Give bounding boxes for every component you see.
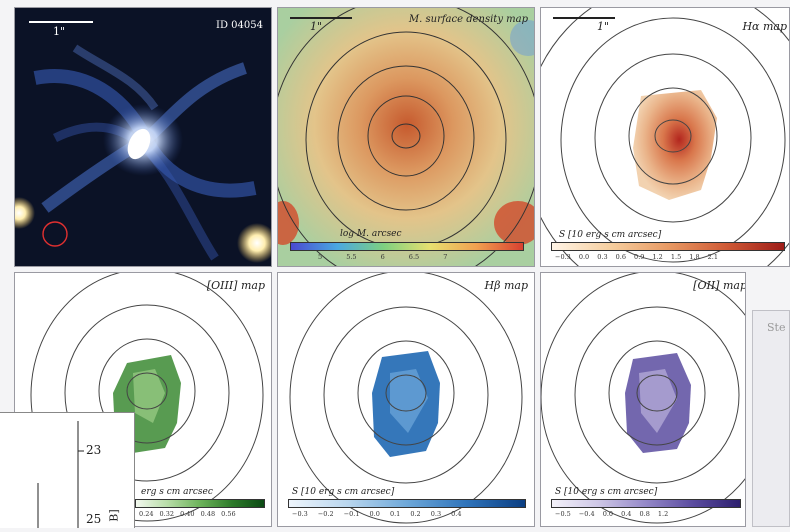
colorbar-label: S [10 erg s cm arcsec] [555, 487, 658, 497]
colorbar-ticks: 5 5.5 6 6.5 7 [318, 253, 448, 261]
oii-map-image [541, 273, 745, 524]
colorbar [551, 242, 785, 251]
inset-axis-label: B] [107, 509, 121, 522]
scale-label: 1" [310, 20, 323, 33]
panel-title: [OII] map [693, 279, 746, 292]
colorbar-label: S [10 erg s cm arcsec] [292, 487, 395, 497]
colorbar [135, 499, 265, 508]
inset-tick-label-2: 25 [86, 512, 102, 526]
panel-title: Hβ map [484, 279, 528, 292]
colorbar-ticks: −0.5 −0.4 0.0 0.4 0.8 1.2 [555, 510, 669, 518]
surface-density-image [278, 8, 534, 266]
scale-bar [553, 17, 615, 19]
inset-axes [37, 421, 84, 528]
colorbar [288, 499, 526, 508]
side-panel-label: Ste [767, 321, 786, 334]
colorbar-label: S [10 erg s cm arcsec] [559, 230, 662, 240]
colorbar-ticks: −0.3 −0.2 −0.1 0.0 0.1 0.2 0.3 0.4 [292, 510, 462, 518]
panel-title: Hα map [742, 20, 787, 33]
halpha-map-panel: 1" Hα map S [10 erg s cm arcsec] −0.3 0.… [540, 7, 790, 267]
inset-plot: 23 25 B] [0, 412, 135, 528]
colorbar-ticks: −0.3 0.0 0.3 0.6 0.9 1.2 1.5 1.8 2.1 [555, 253, 719, 261]
aperture-circle [42, 221, 68, 247]
panel-title: M. surface density map [408, 14, 528, 25]
colorbar-ticks: 0.24 0.32 0.40 0.48 0.56 [139, 510, 236, 518]
panel-title: [OIII] map [206, 279, 265, 292]
colorbar-label: log M. arcsec [340, 229, 402, 239]
side-panel-partial: Ste [752, 310, 790, 527]
colorbar [551, 499, 741, 508]
rgb-image-panel: 1" ID 04054 [14, 7, 272, 267]
galaxy-image [15, 44, 271, 263]
scale-bar [29, 21, 93, 23]
scale-label: 1" [53, 25, 66, 38]
object-id-label: ID 04054 [216, 20, 263, 31]
colorbar-label: erg s cm arcsec [141, 487, 213, 497]
scale-bar [290, 17, 352, 19]
halpha-map-image [541, 8, 789, 266]
hbeta-map-image [289, 273, 523, 524]
scale-label: 1" [597, 20, 610, 33]
colorbar [290, 242, 524, 251]
oii-map-panel: [OII] map S [10 erg s cm arcsec] −0.5 −0… [540, 272, 746, 527]
surface-density-panel: 1" M. surface density map log M. arcsec … [277, 7, 535, 267]
inset-tick-label: 23 [86, 443, 102, 457]
hbeta-map-panel: Hβ map S [10 erg s cm arcsec] −0.3 −0.2 … [277, 272, 535, 527]
